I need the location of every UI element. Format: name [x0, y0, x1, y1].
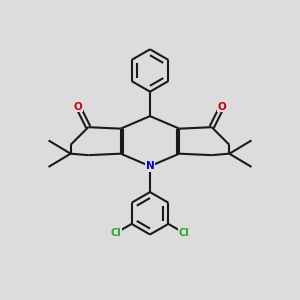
Text: O: O [218, 102, 226, 112]
Text: Cl: Cl [178, 228, 189, 238]
Text: Cl: Cl [111, 228, 122, 238]
Text: N: N [146, 161, 154, 171]
Text: O: O [74, 102, 82, 112]
